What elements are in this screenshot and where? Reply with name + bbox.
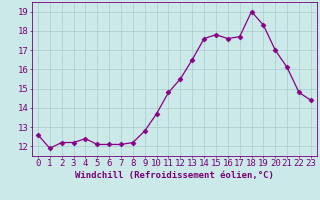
X-axis label: Windchill (Refroidissement éolien,°C): Windchill (Refroidissement éolien,°C) — [75, 171, 274, 180]
